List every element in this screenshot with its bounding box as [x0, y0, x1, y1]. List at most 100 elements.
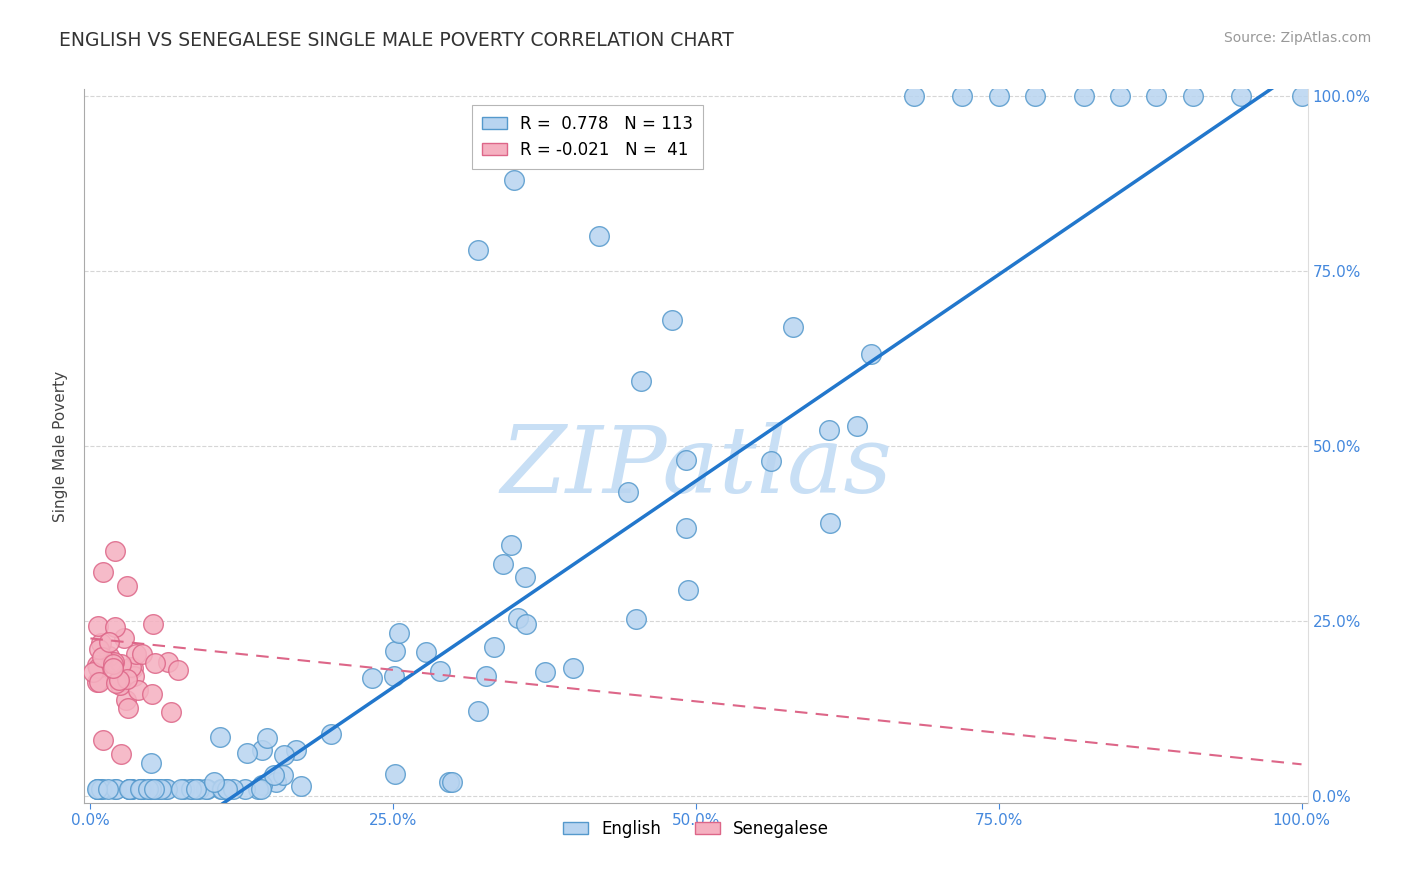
Point	[195, 781, 218, 796]
Point	[142, 616, 165, 631]
Point	[148, 781, 170, 796]
Point	[105, 781, 128, 796]
Point	[112, 632, 135, 646]
Point	[157, 655, 180, 669]
Point	[515, 617, 537, 632]
Point	[132, 781, 155, 796]
Text: ZIPatlas: ZIPatlas	[501, 423, 891, 512]
Point	[482, 640, 505, 654]
Point	[1181, 89, 1204, 103]
Point	[233, 781, 256, 796]
Point	[118, 781, 141, 796]
Point	[104, 620, 127, 634]
Point	[503, 173, 526, 187]
Point	[761, 454, 783, 468]
Point	[1073, 89, 1095, 103]
Point	[115, 693, 138, 707]
Text: ENGLISH VS SENEGALESE SINGLE MALE POVERTY CORRELATION CHART: ENGLISH VS SENEGALESE SINGLE MALE POVERT…	[59, 31, 734, 50]
Point	[661, 313, 683, 327]
Point	[87, 661, 110, 675]
Point	[121, 661, 143, 675]
Point	[186, 781, 208, 796]
Point	[90, 636, 112, 650]
Point	[87, 781, 110, 796]
Point	[101, 657, 124, 672]
Point	[361, 671, 384, 685]
Point	[110, 678, 132, 692]
Point	[1230, 89, 1253, 103]
Point	[122, 669, 145, 683]
Point	[173, 781, 195, 796]
Point	[143, 656, 166, 670]
Point	[160, 705, 183, 719]
Point	[155, 781, 177, 796]
Point	[467, 243, 489, 257]
Point	[110, 657, 132, 671]
Point	[630, 374, 652, 388]
Point	[903, 89, 925, 103]
Point	[820, 516, 842, 530]
Point	[846, 419, 869, 434]
Point	[561, 661, 583, 675]
Point	[588, 229, 610, 244]
Point	[90, 781, 112, 796]
Point	[252, 778, 274, 792]
Point	[384, 767, 406, 781]
Point	[127, 683, 149, 698]
Point	[415, 645, 437, 659]
Point	[1291, 89, 1313, 103]
Point	[247, 781, 270, 796]
Point	[105, 676, 128, 690]
Point	[136, 781, 159, 796]
Point	[222, 781, 245, 796]
Point	[170, 781, 193, 796]
Point	[150, 781, 173, 796]
Point	[508, 611, 530, 625]
Point	[952, 89, 974, 103]
Point	[384, 669, 406, 683]
Point	[515, 570, 537, 584]
Point	[100, 655, 122, 669]
Point	[131, 647, 153, 661]
Point	[110, 747, 132, 761]
Point	[117, 701, 139, 715]
Point	[534, 665, 557, 680]
Point	[89, 675, 111, 690]
Point	[143, 781, 166, 796]
Point	[285, 742, 308, 756]
Point	[108, 673, 131, 687]
Point	[141, 687, 163, 701]
Point	[676, 583, 699, 598]
Point	[103, 655, 125, 669]
Point	[384, 643, 406, 657]
Point	[624, 612, 647, 626]
Point	[263, 767, 285, 781]
Point	[1024, 89, 1046, 103]
Point	[90, 649, 112, 664]
Point	[97, 781, 120, 796]
Point	[202, 774, 225, 789]
Point	[475, 669, 498, 683]
Point	[115, 672, 138, 686]
Y-axis label: Single Male Poverty: Single Male Poverty	[53, 370, 69, 522]
Point	[440, 774, 463, 789]
Point	[120, 781, 142, 796]
Point	[675, 521, 697, 535]
Point	[121, 781, 143, 796]
Point	[115, 579, 138, 593]
Point	[141, 781, 163, 796]
Point	[103, 781, 125, 796]
Point	[139, 781, 162, 796]
Point	[859, 346, 882, 360]
Point	[215, 781, 238, 796]
Point	[129, 781, 152, 796]
Point	[492, 558, 515, 572]
Point	[180, 781, 202, 796]
Point	[987, 89, 1010, 103]
Point	[86, 675, 108, 690]
Point	[250, 743, 273, 757]
Point	[129, 781, 152, 796]
Point	[271, 767, 294, 781]
Point	[129, 781, 152, 796]
Point	[467, 704, 489, 718]
